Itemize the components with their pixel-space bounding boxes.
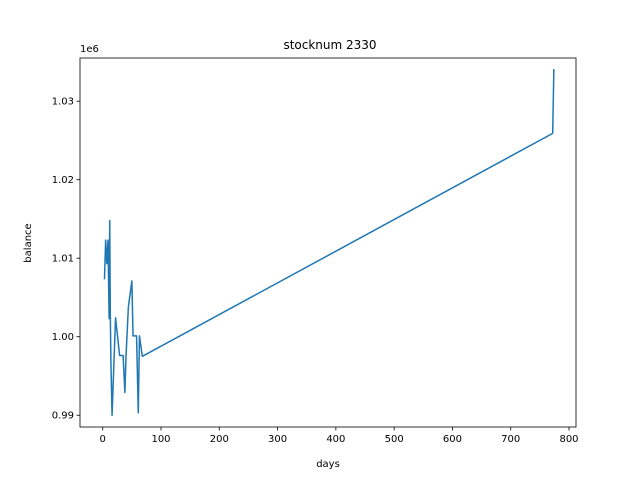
y-tick-label: 1.02	[52, 175, 74, 186]
axes-frame	[79, 57, 577, 428]
y-tick-label: 1.03	[52, 97, 74, 108]
x-tick-label: 400	[326, 434, 345, 445]
y-tick-label: 1.00	[52, 332, 74, 343]
y-offset-label: 1e6	[80, 44, 99, 55]
x-tick-label: 200	[210, 434, 229, 445]
x-tick-label: 700	[501, 434, 520, 445]
y-axis-label: balance	[23, 223, 34, 262]
y-tick-label: 1.01	[52, 254, 74, 265]
x-axis-label: days	[316, 459, 340, 470]
series-line-0	[103, 69, 555, 416]
plot-area: 0 100 200 300 400 500 600 700 800 0.99 1.00 1.01 1.0…	[52, 57, 579, 445]
x-tick-label: 300	[268, 434, 287, 445]
y-tick-label: 0.99	[52, 411, 74, 422]
x-tick-label: 600	[443, 434, 462, 445]
x-tick-label: 800	[559, 434, 578, 445]
x-tick-label: 500	[385, 434, 404, 445]
x-tick-label: 100	[151, 434, 170, 445]
chart-title: stocknum 2330	[283, 38, 376, 52]
x-tick-label: 0	[100, 434, 106, 445]
